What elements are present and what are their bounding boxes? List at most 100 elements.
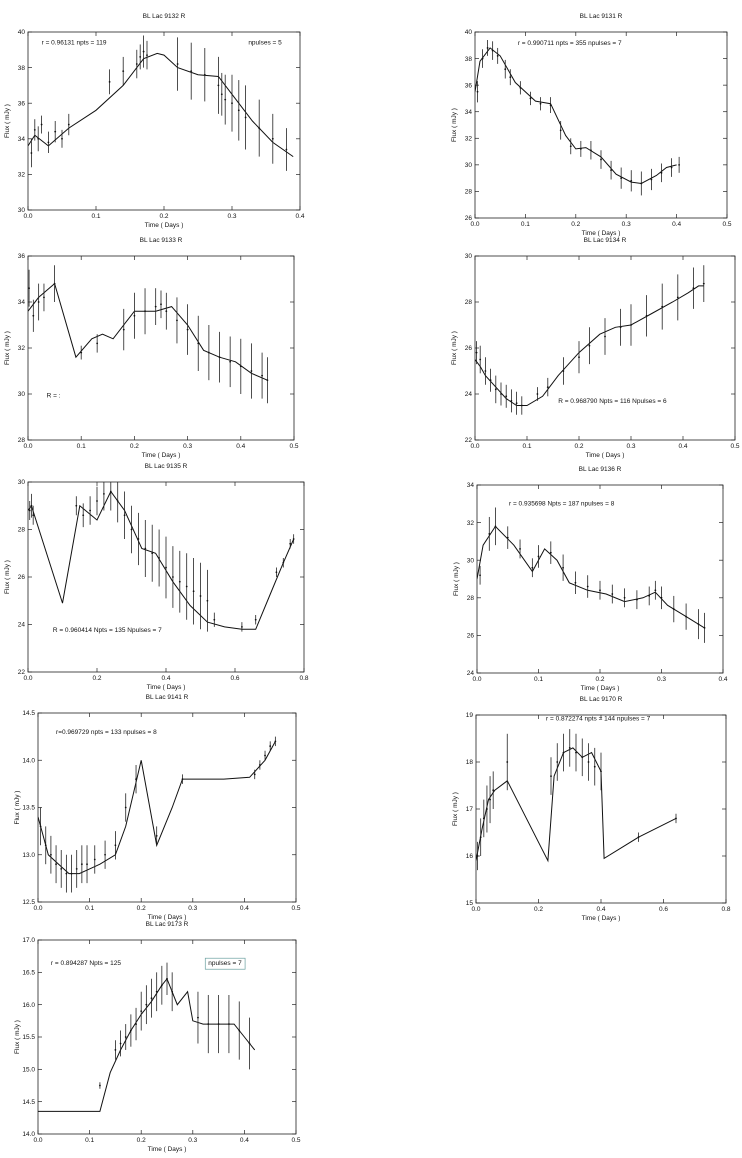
data-point bbox=[479, 574, 481, 577]
data-point bbox=[476, 90, 479, 93]
y-tick-label: 28 bbox=[18, 527, 26, 534]
fit-annotation: npulses = 5 bbox=[248, 39, 282, 46]
data-point bbox=[241, 625, 243, 628]
data-point bbox=[285, 148, 288, 151]
y-tick-label: 26 bbox=[18, 574, 26, 581]
data-point bbox=[258, 127, 261, 130]
y-tick-label: 28 bbox=[465, 189, 473, 196]
data-point bbox=[550, 775, 552, 777]
data-point bbox=[37, 137, 40, 140]
data-point bbox=[593, 765, 596, 768]
data-point bbox=[491, 49, 494, 52]
data-point bbox=[199, 595, 202, 597]
data-point bbox=[536, 393, 539, 395]
fit-annotation: r = 0.990711 npts = 355 npulses = 7 bbox=[518, 40, 622, 47]
data-point bbox=[213, 618, 216, 621]
data-point bbox=[275, 571, 278, 574]
data-point bbox=[661, 305, 664, 308]
chart-title: BL Lac 9133 R bbox=[140, 237, 183, 244]
x-axis-label: Time ( Days ) bbox=[582, 230, 621, 237]
data-point bbox=[96, 500, 98, 502]
data-point bbox=[33, 129, 36, 131]
data-point bbox=[486, 47, 489, 49]
data-point bbox=[158, 557, 161, 559]
x-tick-label: 0.0 bbox=[470, 443, 479, 450]
data-point bbox=[549, 551, 552, 554]
data-point bbox=[562, 566, 564, 569]
x-tick-label: 0.3 bbox=[188, 1137, 197, 1144]
y-axis-label: Flux ( mJy ) bbox=[452, 792, 459, 826]
data-point bbox=[604, 335, 606, 338]
y-axis-label: Flux ( mJy ) bbox=[4, 560, 11, 594]
data-point bbox=[124, 806, 127, 809]
chart-panel-7: BL Lac 9170 R 0.0 0.2 0.4 0.6 0.8 15 16 17 18 19 Ti… bbox=[452, 696, 731, 922]
data-point bbox=[144, 310, 146, 313]
x-tick-label: 0.5 bbox=[722, 221, 731, 228]
x-tick-label: 0.8 bbox=[721, 906, 730, 913]
data-point bbox=[160, 984, 163, 987]
data-point bbox=[637, 836, 640, 839]
data-point bbox=[556, 761, 559, 763]
data-point bbox=[500, 393, 502, 395]
data-point bbox=[122, 328, 125, 331]
model-curve bbox=[28, 52, 294, 158]
data-point bbox=[44, 844, 47, 847]
data-point bbox=[190, 70, 193, 73]
data-point bbox=[587, 761, 590, 763]
x-tick-label: 0.4 bbox=[161, 675, 170, 682]
data-point bbox=[476, 855, 479, 857]
data-point bbox=[172, 576, 174, 578]
data-point bbox=[506, 761, 509, 763]
x-tick-label: 0.3 bbox=[183, 443, 192, 450]
x-axis-label: Time ( Days ) bbox=[147, 684, 186, 691]
y-tick-label: 24 bbox=[467, 670, 475, 677]
plot-area bbox=[38, 736, 277, 893]
data-point bbox=[630, 324, 632, 326]
x-tick-label: 0.2 bbox=[159, 213, 168, 220]
y-tick-label: 30 bbox=[18, 479, 26, 486]
data-point bbox=[217, 84, 220, 87]
plot-area bbox=[38, 962, 256, 1112]
y-tick-label: 24 bbox=[18, 622, 26, 629]
y-tick-label: 36 bbox=[18, 253, 26, 260]
y-tick-label: 15 bbox=[466, 900, 474, 907]
y-tick-label: 26 bbox=[467, 633, 475, 640]
y-axis-label: Flux ( mJy ) bbox=[4, 331, 11, 365]
data-point bbox=[672, 608, 675, 610]
y-tick-label: 30 bbox=[18, 207, 26, 214]
data-point bbox=[28, 509, 31, 512]
data-point bbox=[248, 1042, 251, 1045]
x-tick-label: 0.0 bbox=[471, 906, 480, 913]
data-point bbox=[186, 328, 189, 331]
data-point bbox=[568, 747, 571, 749]
data-point bbox=[645, 314, 648, 317]
chart-title: BL Lac 9141 R bbox=[146, 694, 189, 701]
plot-frame bbox=[27, 255, 295, 441]
data-point bbox=[264, 754, 266, 757]
y-tick-label: 36 bbox=[18, 100, 26, 107]
y-axis-label: Flux ( mJy ) bbox=[453, 562, 460, 596]
data-point bbox=[494, 388, 497, 391]
x-tick-label: 0.2 bbox=[130, 443, 139, 450]
x-tick-label: 0.4 bbox=[240, 1137, 249, 1144]
data-point bbox=[114, 844, 117, 847]
plot-area bbox=[28, 482, 295, 632]
y-tick-label: 32 bbox=[18, 345, 26, 352]
data-point bbox=[203, 73, 206, 76]
y-tick-label: 17 bbox=[466, 806, 474, 813]
y-tick-label: 28 bbox=[18, 437, 26, 444]
data-point bbox=[269, 745, 272, 747]
annotation-box bbox=[204, 957, 246, 970]
y-tick-label: 18 bbox=[466, 759, 474, 766]
y-tick-label: 17.0 bbox=[22, 937, 35, 944]
data-point bbox=[515, 402, 518, 405]
y-tick-label: 34 bbox=[465, 109, 473, 116]
data-point bbox=[185, 585, 188, 588]
x-tick-label: 0.5 bbox=[291, 1137, 300, 1144]
y-tick-label: 36 bbox=[465, 82, 473, 89]
data-point bbox=[702, 282, 705, 285]
x-tick-label: 0.1 bbox=[85, 1137, 94, 1144]
y-tick-label: 26 bbox=[465, 345, 473, 352]
chart-panel-8: BL Lac 9173 R 0.0 0.1 0.2 0.3 0.4 0.5 14.0 14.5 1… bbox=[14, 921, 301, 1153]
fit-annotation: r = 0.96131 npts = 119 bbox=[42, 39, 107, 46]
